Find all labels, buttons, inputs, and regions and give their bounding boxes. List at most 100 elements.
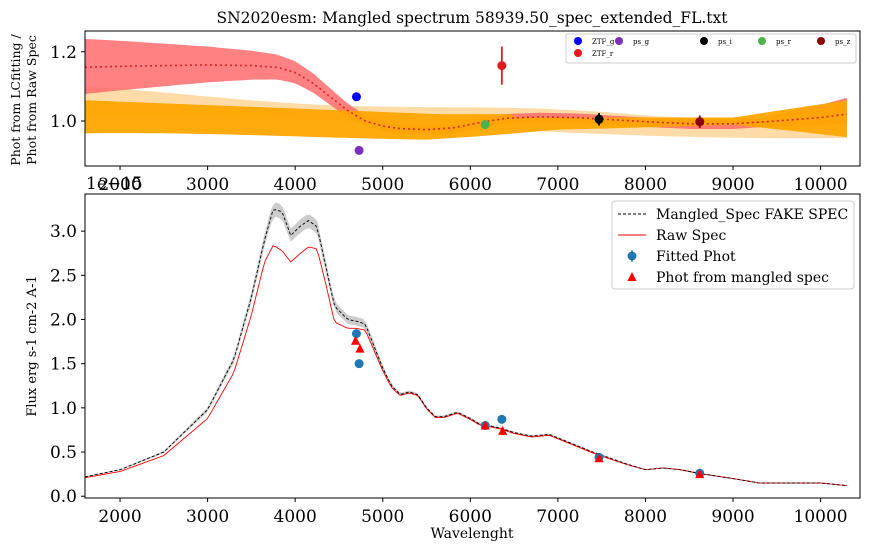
legend-item-ps-r: ps_r xyxy=(758,37,792,46)
legend-label: Raw Spec xyxy=(656,228,726,244)
legend-item-ztf-r: ZTF_r xyxy=(574,49,614,58)
legend-label: ps_z xyxy=(835,38,851,46)
xtick-label: 9000 xyxy=(711,175,754,195)
legend-label: Mangled_Spec FAKE SPEC xyxy=(656,207,848,223)
top-ylabel-line2: Phot from Raw Spec xyxy=(24,35,39,165)
bottom-yticks: 0.0 0.5 1.0 1.5 2.0 2.5 3.0 xyxy=(50,222,85,507)
top-axes-frame xyxy=(84,30,861,167)
xtick-label: 7000 xyxy=(536,507,579,527)
bottom-uncertainty-band xyxy=(85,202,847,486)
fitted-phot-point xyxy=(497,414,507,424)
top-legend-frame xyxy=(565,33,857,64)
top-ylabel: Phot from LCfitting / Phot from Raw Spec xyxy=(8,34,39,166)
fitted-phot-point xyxy=(351,329,361,339)
legend-marker xyxy=(817,37,825,45)
top-yticks: 1.0 1.2 xyxy=(50,43,85,132)
legend-triangle xyxy=(627,272,637,281)
point-ps-i xyxy=(594,113,604,126)
xtick-label: 6000 xyxy=(449,175,492,195)
bottom-axes-frame xyxy=(84,193,861,499)
ytick-label: 0.0 xyxy=(50,487,77,507)
bottom-xticks: 2000 3000 4000 5000 6000 7000 8000 9000 10000 xyxy=(98,498,848,527)
legend-item-ps-i: ps_i xyxy=(700,37,733,46)
phot-mangled-triangle xyxy=(350,335,361,345)
marker xyxy=(354,145,364,155)
top-offset-label: 1e−15 xyxy=(86,174,143,194)
xtick-label: 10000 xyxy=(794,507,848,527)
legend-marker xyxy=(574,37,582,45)
xtick-label: 7000 xyxy=(536,175,579,195)
point-ztf-r xyxy=(497,46,507,85)
xtick-label: 3000 xyxy=(186,507,229,527)
legend-item-ps-g: ps_g xyxy=(615,37,650,46)
phot-mangled-triangle xyxy=(695,469,705,479)
legend-item-mangled-spec-fake-spec: Mangled_Spec FAKE SPEC xyxy=(618,207,848,223)
legend-marker xyxy=(700,37,708,45)
mangled-spec-line xyxy=(85,209,847,487)
bottom-legend-frame xyxy=(611,200,855,290)
legend-item-phot-from-mangled-spec: Phot from mangled spec xyxy=(627,270,829,286)
xtick-label: 8000 xyxy=(624,507,667,527)
top-points xyxy=(351,46,705,155)
top-xticks: 2000 3000 4000 5000 6000 7000 8000 9000 10000 xyxy=(98,166,848,195)
legend-label: ZTF_r xyxy=(592,50,614,58)
grey-band xyxy=(85,202,847,486)
xtick-label: 2000 xyxy=(98,507,141,527)
marker xyxy=(351,92,361,102)
marker xyxy=(695,117,705,127)
phot-mangled-triangle xyxy=(355,343,365,353)
fitted-phot-point xyxy=(354,359,364,369)
legend-marker xyxy=(758,37,766,45)
phot-mangled-triangle xyxy=(498,425,508,435)
legend-label: Fitted Phot xyxy=(656,249,736,265)
point-ztf-g xyxy=(351,92,361,102)
top-bands xyxy=(85,39,847,140)
legend-item-ztf-g: ZTF_g xyxy=(574,37,615,46)
ytick-label: 1.2 xyxy=(50,43,77,63)
ytick-label: 3.0 xyxy=(50,222,77,242)
marker xyxy=(594,114,604,124)
xtick-label: 5000 xyxy=(361,175,404,195)
xtick-label: 8000 xyxy=(624,175,667,195)
xtick-label: 6000 xyxy=(449,507,492,527)
phot-mangled-triangle xyxy=(480,420,490,430)
ytick-label: 0.5 xyxy=(50,443,77,463)
marker xyxy=(497,61,507,71)
legend-item-fitted-phot: Fitted Phot xyxy=(627,249,736,265)
bottom-lines xyxy=(85,209,847,487)
xtick-label: 3000 xyxy=(186,175,229,195)
bottom-legend: Mangled_Spec FAKE SPEC Raw Spec Fitted Pho… xyxy=(611,200,855,290)
top-legend: ZTF_g ps_g ps_i ps_r ps_z ZTF_r xyxy=(565,33,857,64)
legend-label: ps_g xyxy=(633,38,650,46)
top-plot-area: 2000 3000 4000 5000 6000 7000 8000 9000 10000 1.… xyxy=(50,30,861,195)
legend-dot xyxy=(627,251,637,261)
xtick-label: 10000 xyxy=(794,175,848,195)
xtick-label: 9000 xyxy=(711,507,754,527)
xtick-label: 2000 xyxy=(98,175,141,195)
ytick-label: 1.0 xyxy=(50,112,77,132)
xtick-label: 5000 xyxy=(361,507,404,527)
bottom-points xyxy=(350,329,705,479)
red-band xyxy=(85,39,847,135)
ytick-label: 1.0 xyxy=(50,399,77,419)
bottom-ylabel: Flux erg s-1 cm-2 A-1 xyxy=(25,275,40,416)
xtick-label: 4000 xyxy=(274,507,317,527)
legend-item-ps-z: ps_z xyxy=(817,37,851,46)
orange-band xyxy=(85,100,847,140)
point-ps-r xyxy=(480,119,490,129)
marker xyxy=(480,119,490,129)
legend-label: ZTF_g xyxy=(592,38,615,46)
ytick-label: 1.5 xyxy=(50,355,77,375)
phot-mangled-triangle xyxy=(594,453,604,463)
bottom-plot-area: Flux erg s-1 cm-2 A-1 Wavelenght 2000 300… xyxy=(25,193,861,542)
top-ylabel-line1: Phot from LCfitting / xyxy=(8,34,23,166)
xtick-label: 4000 xyxy=(274,175,317,195)
point-ps-g xyxy=(354,145,364,155)
ytick-label: 2.0 xyxy=(50,310,77,330)
legend-marker xyxy=(574,49,582,57)
legend-label: ps_i xyxy=(718,38,733,46)
legend-label: Phot from mangled spec xyxy=(656,270,829,286)
legend-item-raw-spec: Raw Spec xyxy=(618,228,726,244)
legend-marker xyxy=(615,37,623,45)
